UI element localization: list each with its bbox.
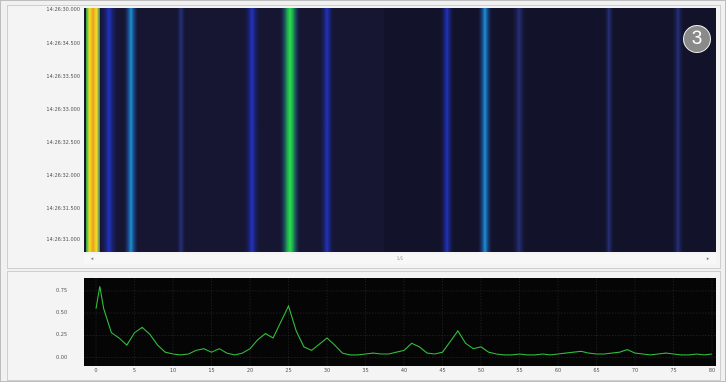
x-tick-label: 35 bbox=[362, 368, 369, 374]
x-tick-label: 60 bbox=[554, 368, 562, 374]
waterfall-band bbox=[176, 8, 186, 252]
x-tick-label: 15 bbox=[208, 368, 215, 374]
x-tick-label: 70 bbox=[631, 368, 639, 374]
y-tick-label: 0.25 bbox=[56, 332, 68, 339]
x-tick-label: 25 bbox=[285, 368, 292, 374]
scroll-thumb[interactable]: 1/1 bbox=[396, 256, 404, 261]
waterfall-band bbox=[100, 8, 118, 252]
y-tick-label: 0.75 bbox=[56, 287, 68, 294]
time-label: 14:26:32.500 bbox=[46, 140, 80, 146]
waterfall-band bbox=[124, 8, 138, 252]
waterfall-band bbox=[440, 8, 454, 252]
spectrum-panel: 0.75 0.50 0.25 0.00 0 5 10 15 20 25 30 35 40 45 50 55 6… bbox=[7, 271, 721, 381]
time-label: 14:26:31.000 bbox=[46, 237, 80, 243]
time-label: 14:26:34.500 bbox=[46, 41, 80, 47]
x-tick-label: 10 bbox=[169, 368, 177, 374]
waterfall-spectrogram[interactable] bbox=[84, 8, 716, 252]
waterfall-band bbox=[604, 8, 614, 252]
step-number-badge: 3 bbox=[683, 25, 711, 53]
x-tick-label: 20 bbox=[246, 368, 254, 374]
waterfall-band bbox=[280, 8, 300, 252]
waterfall-band bbox=[672, 8, 684, 252]
time-label: 14:26:33.000 bbox=[46, 107, 80, 113]
x-tick-label: 30 bbox=[323, 368, 331, 374]
x-tick-label: 0 bbox=[94, 368, 98, 374]
scroll-left-icon[interactable]: ◂ bbox=[90, 256, 94, 262]
y-tick-label: 0.50 bbox=[56, 310, 68, 317]
time-label: 14:26:31.500 bbox=[46, 206, 80, 212]
time-label: 14:26:30.000 bbox=[46, 7, 80, 13]
x-tick-label: 50 bbox=[477, 368, 485, 374]
spectrum-trace bbox=[95, 286, 713, 356]
waterfall-band bbox=[320, 8, 334, 252]
waterfall-band bbox=[244, 8, 260, 252]
x-tick-label: 5 bbox=[132, 368, 137, 374]
x-tick-label: 65 bbox=[593, 368, 600, 374]
waterfall-panel: 14:26:30.000 14:26:34.500 14:26:33.500 1… bbox=[7, 5, 721, 269]
time-label: 14:26:32.000 bbox=[46, 173, 80, 179]
y-tick-label: 0.00 bbox=[56, 354, 68, 361]
x-tick-label: 75 bbox=[670, 368, 677, 374]
spectrum-plot[interactable] bbox=[84, 278, 716, 366]
x-tick-label: 80 bbox=[708, 368, 716, 374]
time-label: 14:26:33.500 bbox=[46, 74, 80, 80]
waterfall-band bbox=[86, 8, 100, 252]
scroll-right-icon[interactable]: ▸ bbox=[706, 256, 710, 262]
x-tick-label: 45 bbox=[439, 368, 446, 374]
x-tick-label: 55 bbox=[516, 368, 523, 374]
waterfall-band bbox=[478, 8, 492, 252]
time-axis: 14:26:30.000 14:26:34.500 14:26:33.500 1… bbox=[8, 6, 84, 251]
horizontal-scrollbar[interactable]: ◂ 1/1 ▸ bbox=[84, 254, 716, 264]
x-tick-label: 40 bbox=[400, 368, 408, 374]
waterfall-band bbox=[512, 8, 526, 252]
